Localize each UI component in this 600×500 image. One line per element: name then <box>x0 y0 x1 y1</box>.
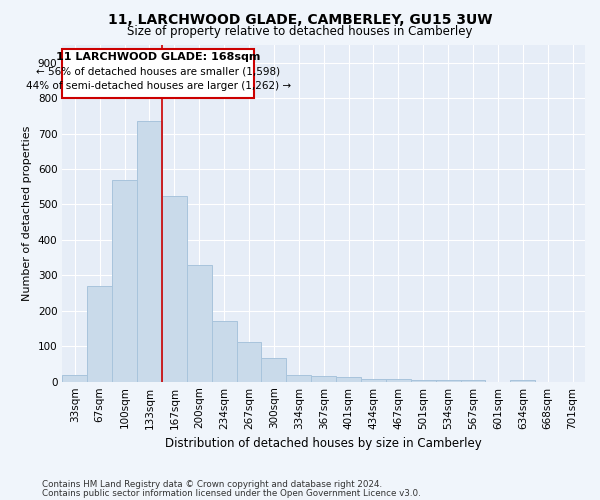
Bar <box>461 380 485 382</box>
Bar <box>62 374 87 382</box>
Text: Size of property relative to detached houses in Camberley: Size of property relative to detached ho… <box>127 25 473 38</box>
Y-axis label: Number of detached properties: Number of detached properties <box>22 126 32 301</box>
Bar <box>286 376 311 382</box>
FancyBboxPatch shape <box>62 48 254 98</box>
Bar <box>162 196 187 382</box>
Bar <box>212 322 236 382</box>
Bar <box>112 180 137 382</box>
Bar <box>361 379 386 382</box>
Text: Contains HM Land Registry data © Crown copyright and database right 2024.: Contains HM Land Registry data © Crown c… <box>42 480 382 489</box>
Bar <box>87 286 112 382</box>
Text: 11, LARCHWOOD GLADE, CAMBERLEY, GU15 3UW: 11, LARCHWOOD GLADE, CAMBERLEY, GU15 3UW <box>108 12 492 26</box>
Bar <box>386 379 411 382</box>
Bar <box>336 378 361 382</box>
Bar <box>411 380 436 382</box>
Bar <box>137 121 162 382</box>
Bar <box>236 342 262 382</box>
Bar <box>436 380 461 382</box>
Text: 11 LARCHWOOD GLADE: 168sqm: 11 LARCHWOOD GLADE: 168sqm <box>56 52 260 62</box>
Bar <box>311 376 336 382</box>
Bar <box>262 358 286 382</box>
Text: Contains public sector information licensed under the Open Government Licence v3: Contains public sector information licen… <box>42 488 421 498</box>
Bar <box>187 264 212 382</box>
X-axis label: Distribution of detached houses by size in Camberley: Distribution of detached houses by size … <box>165 437 482 450</box>
Text: 44% of semi-detached houses are larger (1,262) →: 44% of semi-detached houses are larger (… <box>26 81 291 91</box>
Text: ← 56% of detached houses are smaller (1,598): ← 56% of detached houses are smaller (1,… <box>36 67 280 77</box>
Bar <box>511 380 535 382</box>
